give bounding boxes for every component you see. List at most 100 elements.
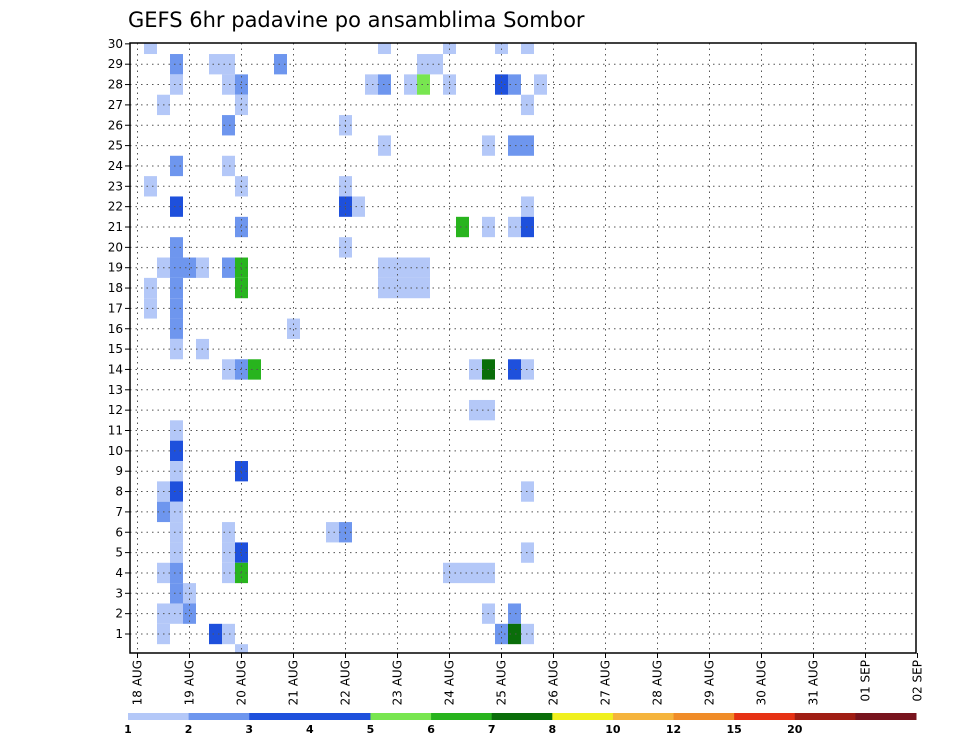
precip-cell [222,562,235,584]
precip-cell [222,623,235,645]
grid-lines [130,43,916,653]
precip-cell [508,603,521,624]
y-tick-label: 24 [108,159,123,173]
precip-cell [170,237,183,258]
precip-cell [222,542,235,563]
y-tick-label: 14 [108,362,123,376]
precip-cell [170,257,183,278]
x-tick-label: 31 AUG [807,660,821,705]
colorbar-segment [855,713,917,720]
y-tick-label: 22 [108,200,123,214]
y-tick-label: 3 [115,586,123,600]
precip-cell [170,583,183,604]
precip-cell [144,176,157,197]
y-tick-label: 17 [108,301,123,315]
y-tick-label: 27 [108,98,123,112]
x-tick-label: 20 AUG [235,660,249,705]
precip-cell [170,440,183,462]
colorbar-label: 3 [245,723,253,736]
y-tick-label: 21 [108,220,123,234]
precip-cell [144,277,157,299]
precip-cell [170,481,183,502]
precip-cell [144,43,157,55]
precip-cell [222,359,235,380]
y-tick-label: 23 [108,179,123,193]
precip-cell [170,196,183,217]
y-tick-label: 2 [115,607,123,621]
y-tick-label: 16 [108,322,123,336]
chart-title: GEFS 6hr padavine po ansamblima Sombor [128,8,585,32]
x-tick-label: 21 AUG [287,660,301,705]
y-tick-label: 18 [108,281,123,295]
y-axis: 1234567891011121314151617181920212223242… [108,37,130,641]
precip-cell [170,461,183,482]
y-tick-label: 26 [108,118,123,132]
precip-cell [469,562,482,584]
x-tick-label: 27 AUG [599,660,613,705]
y-tick-label: 7 [115,505,123,519]
colorbar-label: 5 [367,723,375,736]
y-tick-label: 30 [108,37,123,51]
colorbar-segment [309,713,371,720]
x-tick-label: 01 SEP [859,660,873,702]
precip-cell [170,542,183,563]
precip-cell [417,257,430,278]
y-tick-label: 10 [108,444,123,458]
colorbar-label: 20 [787,723,803,736]
x-tick-label: 19 AUG [183,660,197,705]
x-tick-label: 02 SEP [911,660,925,702]
colorbar-label: 1 [124,723,132,736]
y-tick-label: 29 [108,57,123,71]
precip-cell [170,54,183,75]
x-tick-label: 23 AUG [391,660,405,705]
y-tick-label: 5 [115,546,123,560]
colorbar-segment [612,713,675,720]
precip-cell [417,277,430,299]
precip-cell [170,603,183,624]
colorbar-segment [552,713,614,720]
y-tick-label: 6 [115,525,123,539]
precip-cell [469,399,482,421]
colorbar-label: 12 [666,723,681,736]
colorbar-segment [431,713,493,720]
precip-cell [326,522,339,543]
precip-cell [170,522,183,543]
plot-frame [129,42,917,654]
precip-cell [209,623,222,645]
colorbar-segment [673,713,735,720]
y-tick-label: 28 [108,78,123,92]
precip-cell [417,74,430,95]
y-tick-label: 8 [115,485,123,499]
precip-cell [508,135,521,156]
precip-cell [170,338,183,360]
colorbar: 1 2 3 4 5 6 7 8 10 12 15 20 [124,713,917,736]
x-tick-label: 26 AUG [547,660,561,705]
x-tick-label: 30 AUG [755,660,769,705]
colorbar-segment [188,713,250,720]
y-tick-label: 15 [108,342,123,356]
y-tick-label: 9 [115,464,123,478]
colorbar-label: 8 [548,723,556,736]
precip-cell [365,74,378,95]
precip-cell [222,155,235,177]
colorbar-label: 2 [185,723,193,736]
precip-cell [170,155,183,177]
precip-cell [170,420,183,441]
precip-cell [391,277,404,299]
precip-cell [144,298,157,319]
x-tick-label: 25 AUG [495,660,509,705]
precip-cell [430,54,443,75]
colorbar-segment [794,713,856,720]
x-tick-label: 28 AUG [651,660,665,705]
y-tick-label: 13 [108,383,123,397]
precip-cell [521,43,534,55]
x-tick-label: 18 AUG [131,660,145,705]
precip-cell [495,74,508,95]
precip-cell [274,54,287,75]
precip-cell [222,522,235,543]
precip-cell [508,74,521,95]
colorbar-label: 10 [605,723,621,736]
precip-cell [222,257,235,278]
x-axis: 18 AUG 19 AUG 20 AUG 21 AUG 22 AUG 23 AUG 24 A… [131,653,925,705]
